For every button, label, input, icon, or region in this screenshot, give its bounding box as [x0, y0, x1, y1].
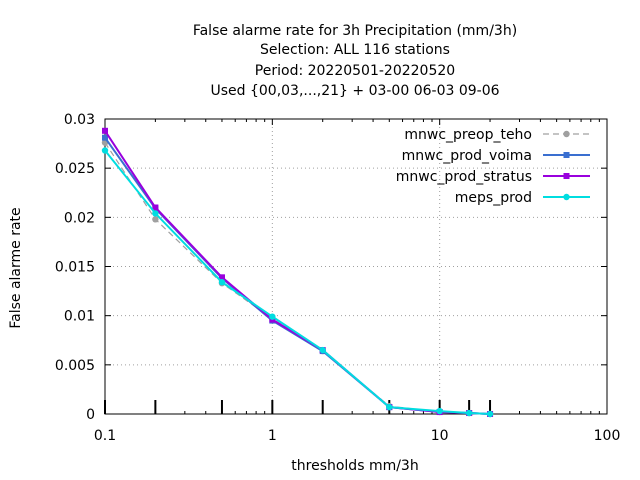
legend-label: mnwc_preop_teho [404, 127, 532, 143]
y-tick-label: 0.015 [55, 260, 95, 276]
legend-entry: mnwc_prod_stratus [396, 169, 590, 185]
y-tick-label: 0 [86, 407, 95, 423]
data-point [218, 279, 226, 286]
legend-label: mnwc_prod_stratus [396, 169, 532, 185]
data-point [563, 130, 570, 138]
data-point [465, 409, 473, 417]
legend-label: mnwc_prod_voima [402, 148, 532, 164]
x-tick-label: 10 [431, 428, 449, 444]
data-point [563, 193, 570, 201]
title-line-4: Used {00,03,...,21} + 03-00 06-03 09-06 [210, 83, 499, 99]
title-line-1: False alarme rate for 3h Precipitation (… [193, 23, 517, 39]
legend-label: meps_prod [455, 190, 532, 206]
plot-frame [104, 118, 608, 415]
series-line [104, 149, 491, 415]
x-axis-label: thresholds mm/3h [291, 458, 418, 474]
data-point [102, 134, 108, 141]
y-tick-label: 0.01 [64, 309, 95, 325]
axes: 0 0.005 0.01 0.015 0.02 0.025 0.03 0.1 1 10 100 [55, 112, 620, 444]
legend: mnwc_preop_teho mnwc_prod_voima mnwc_prod_… [396, 127, 590, 206]
data-point [101, 147, 109, 154]
data-point [563, 152, 570, 158]
y-tick-label: 0.03 [64, 112, 95, 128]
data-point [436, 407, 443, 415]
data-point [269, 313, 276, 320]
data-point [102, 127, 108, 134]
x-tick-label: 0.1 [94, 428, 116, 444]
data-point [218, 274, 225, 281]
data-point [152, 216, 159, 223]
data-point [486, 410, 494, 418]
data-point [563, 173, 570, 179]
legend-entry: mnwc_preop_teho [404, 127, 590, 143]
y-tick-label: 0.005 [55, 358, 95, 374]
data-point [152, 204, 159, 211]
legend-entry: meps_prod [455, 190, 590, 206]
title-line-3: Period: 20220501-20220520 [255, 63, 455, 79]
data-point [319, 346, 326, 354]
y-axis-label: False alarme rate [8, 207, 24, 328]
data-point [152, 210, 159, 217]
x-tick-label: 100 [594, 428, 621, 444]
title-line-2: Selection: ALL 116 stations [260, 42, 450, 58]
series-group [101, 127, 494, 418]
series-meps_prod [101, 147, 494, 418]
data-point [386, 403, 393, 411]
y-tick-label: 0.02 [64, 210, 95, 226]
x-tick-label: 1 [268, 428, 277, 444]
legend-entry: mnwc_prod_voima [402, 148, 590, 164]
y-tick-label: 0.025 [55, 161, 95, 177]
chart-title: False alarme rate for 3h Precipitation (… [193, 23, 517, 99]
